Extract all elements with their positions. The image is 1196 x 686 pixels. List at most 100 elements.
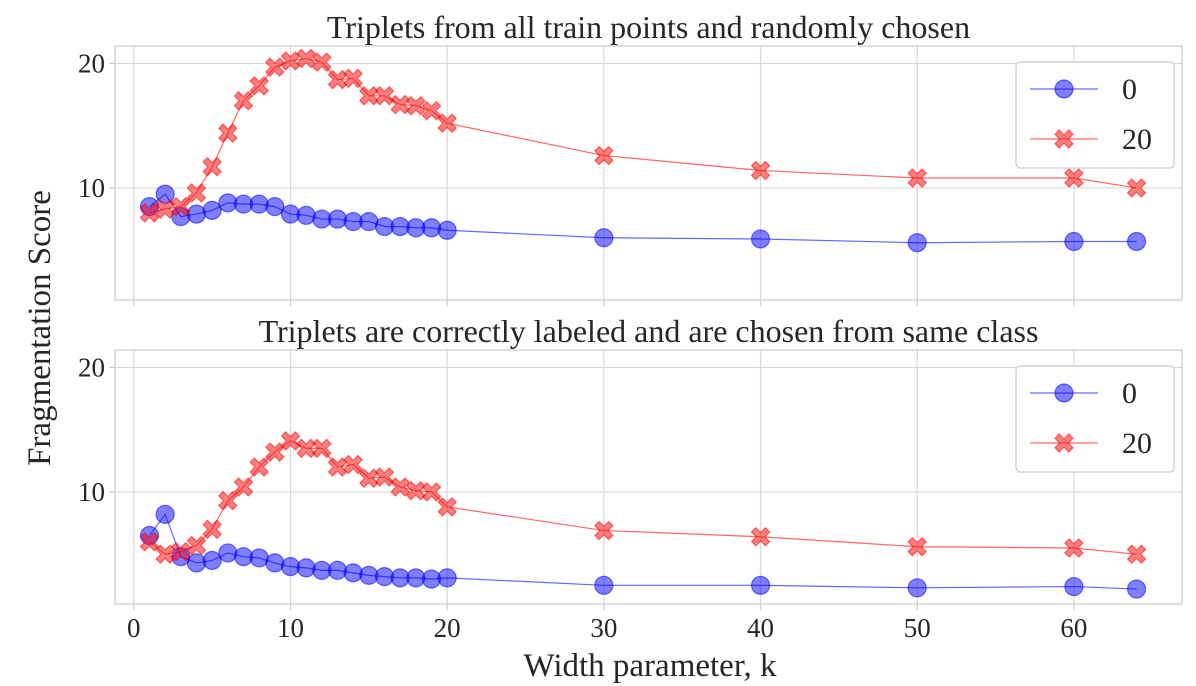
subplot-top: 10 20 Triplets from all train points and r…: [78, 9, 1183, 306]
series-line-20: [149, 57, 1137, 214]
data-point: [249, 194, 269, 214]
data-point: [217, 490, 238, 511]
data-point: [249, 457, 269, 477]
data-point: [390, 477, 411, 497]
data-point: [1126, 579, 1147, 599]
data-point: [594, 228, 614, 248]
data-point: [202, 156, 222, 177]
data-point: [907, 233, 927, 253]
legend-label-0: 0: [1122, 73, 1137, 106]
data-point: [1126, 178, 1147, 198]
x-tick-label: 50: [904, 613, 931, 643]
plot-frame: [114, 45, 1183, 301]
series-line-0: [148, 513, 1137, 590]
y-tick-label: 20: [78, 352, 105, 382]
data-point: [139, 531, 160, 552]
data-point: [1126, 231, 1147, 252]
data-point: [750, 160, 771, 181]
data-point: [327, 457, 348, 477]
data-point: [374, 85, 395, 106]
x-tick-label: 20: [434, 613, 461, 643]
legend: 0 20: [1015, 365, 1175, 473]
data-point: [296, 205, 316, 225]
x-tick-label: 10: [277, 613, 304, 643]
data-point: [343, 68, 364, 89]
data-point: [186, 535, 207, 556]
x-axis-label: Width parameter, k: [524, 648, 777, 684]
chart-title: Triplets from all train points and rando…: [327, 9, 970, 45]
legend-label-20: 20: [1122, 123, 1152, 156]
data-point: [907, 578, 927, 598]
data-point: [437, 568, 457, 588]
legend-marker-20: [1054, 129, 1074, 149]
data-point: [437, 220, 457, 240]
series-20: [139, 48, 1147, 223]
data-point: [296, 558, 316, 578]
subplot-bottom: 0 10 20 30 40 50 60 10 20 Triplets are correctly …: [78, 313, 1183, 643]
data-point: [170, 541, 191, 562]
data-point: [1126, 544, 1147, 565]
y-axis-label: Fragmentation Score: [22, 190, 58, 466]
data-point: [249, 75, 269, 96]
x-tick-label: 30: [590, 613, 617, 643]
data-point: [907, 536, 928, 557]
data-point: [155, 184, 175, 204]
data-point: [170, 196, 191, 217]
data-point: [750, 229, 771, 249]
legend-marker-0: [1054, 79, 1074, 99]
x-tick-label: 40: [747, 613, 774, 643]
data-point: [1064, 538, 1084, 558]
y-tick-label: 10: [78, 173, 105, 203]
legend-label-0: 0: [1122, 377, 1137, 410]
data-point: [218, 543, 238, 563]
data-point: [265, 197, 285, 217]
data-point: [437, 497, 458, 517]
data-point: [421, 100, 442, 121]
data-point: [217, 123, 238, 144]
x-tick-label: 0: [127, 613, 141, 643]
series-line-20: [149, 440, 1137, 555]
data-point: [202, 200, 222, 220]
y-tick-label: 10: [78, 477, 105, 507]
data-point: [327, 560, 348, 580]
legend-marker-20: [1054, 433, 1074, 453]
data-point: [264, 57, 285, 78]
data-point: [155, 504, 175, 524]
data-point: [593, 145, 614, 166]
data-point: [233, 477, 254, 497]
data-point: [186, 204, 207, 224]
data-point: [421, 218, 442, 238]
series-20: [139, 431, 1147, 565]
data-point: [374, 467, 395, 487]
data-point: [594, 575, 614, 595]
legend-marker-0: [1054, 383, 1074, 403]
y-tick-label: 20: [78, 48, 105, 78]
plot-frame: [114, 349, 1183, 605]
data-point: [421, 482, 442, 502]
data-point: [265, 553, 285, 573]
data-point: [311, 438, 332, 459]
data-point: [750, 526, 771, 547]
data-point: [202, 550, 222, 571]
x-tick-label: 60: [1060, 613, 1087, 643]
series-0: [139, 504, 1147, 599]
data-point: [1064, 168, 1084, 188]
data-point: [139, 202, 160, 223]
data-point: [1064, 576, 1084, 597]
data-point: [155, 544, 175, 565]
data-point: [437, 113, 458, 134]
data-point: [296, 48, 316, 69]
data-point: [311, 52, 332, 73]
data-point: [343, 563, 363, 583]
series-0: [139, 184, 1147, 253]
data-point: [186, 183, 207, 203]
data-point: [327, 209, 348, 229]
data-point: [750, 575, 771, 595]
data-point: [1064, 231, 1084, 252]
data-point: [280, 431, 301, 451]
data-point: [202, 519, 222, 540]
legend: 0 20: [1015, 61, 1175, 169]
legend-label-20: 20: [1122, 427, 1152, 460]
data-point: [233, 90, 254, 111]
